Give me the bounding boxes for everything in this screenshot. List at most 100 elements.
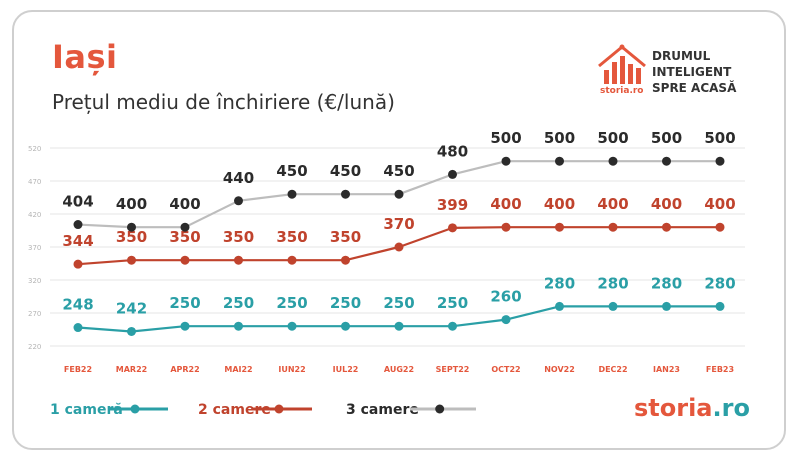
legend-label: 1 cameră <box>50 402 123 418</box>
data-point <box>448 169 457 179</box>
y-tick-label: 270 <box>28 310 41 318</box>
data-point <box>341 189 350 199</box>
x-tick-label: APR22 <box>170 365 199 374</box>
data-point <box>73 323 83 333</box>
slogan-line: INTELIGENT <box>652 65 732 79</box>
data-label: 280 <box>544 274 575 292</box>
data-point <box>662 222 671 232</box>
data-point <box>555 222 564 232</box>
brand-slogan: DRUMUL INTELIGENT SPRE ACASĂ <box>652 48 736 96</box>
data-label: 500 <box>490 129 521 147</box>
data-label: 250 <box>276 294 307 312</box>
data-point <box>608 222 618 232</box>
data-label: 500 <box>651 129 682 147</box>
data-label: 480 <box>437 142 468 160</box>
data-point <box>287 189 297 199</box>
data-label: 450 <box>330 162 361 180</box>
x-tick-label: MAR22 <box>116 365 147 374</box>
y-tick-label: 370 <box>28 244 41 252</box>
slogan-line: DRUMUL <box>652 49 711 63</box>
data-point <box>180 222 190 232</box>
storia-name: storia <box>634 394 713 422</box>
data-point <box>448 223 457 233</box>
data-point <box>555 156 564 166</box>
data-label: 500 <box>544 129 575 147</box>
data-label: 450 <box>383 162 414 180</box>
data-point <box>394 189 404 199</box>
data-point <box>234 196 243 206</box>
data-point <box>127 255 136 265</box>
data-point <box>287 321 297 331</box>
storia-logo: storia.ro <box>634 394 750 422</box>
data-point <box>501 315 511 325</box>
data-label: 450 <box>276 162 307 180</box>
x-tick-label: FEB22 <box>64 365 92 374</box>
data-label: 250 <box>330 294 361 312</box>
data-point <box>662 156 671 166</box>
x-tick-label: DEC22 <box>598 365 627 374</box>
data-label: 242 <box>116 299 147 317</box>
data-label: 400 <box>704 195 735 213</box>
data-label: 280 <box>597 274 628 292</box>
data-point <box>180 321 190 331</box>
data-point <box>73 220 83 230</box>
data-point <box>394 242 404 252</box>
data-label: 400 <box>169 195 200 213</box>
x-tick-label: NOV22 <box>544 365 575 374</box>
data-point <box>608 301 618 311</box>
data-label: 400 <box>490 195 521 213</box>
data-label: 500 <box>597 129 628 147</box>
data-label: 400 <box>116 195 147 213</box>
y-tick-label: 420 <box>28 211 41 219</box>
data-label: 350 <box>169 228 200 246</box>
data-point <box>127 326 136 336</box>
data-label: 250 <box>169 294 200 312</box>
data-label: 399 <box>437 196 468 214</box>
data-point <box>715 222 725 232</box>
data-label: 260 <box>490 288 521 306</box>
data-point <box>127 222 136 232</box>
x-tick-label: AUG22 <box>384 365 414 374</box>
data-point <box>715 301 725 311</box>
data-point <box>287 255 297 265</box>
data-label: 350 <box>276 228 307 246</box>
data-point <box>341 321 350 331</box>
legend-label: 2 camere <box>198 402 271 418</box>
x-tick-label: MAI22 <box>224 365 252 374</box>
data-point <box>501 156 511 166</box>
data-point <box>501 222 511 232</box>
data-label: 500 <box>704 129 735 147</box>
data-label: 248 <box>62 296 93 314</box>
x-tick-label: OCT22 <box>491 365 520 374</box>
data-label: 370 <box>383 215 414 233</box>
brand-tag: storia.ro <box>600 86 644 96</box>
data-point <box>662 301 671 311</box>
y-tick-label: 220 <box>28 343 41 351</box>
data-label: 350 <box>223 228 254 246</box>
data-label: 280 <box>704 274 735 292</box>
data-label: 400 <box>651 195 682 213</box>
data-label: 404 <box>62 193 93 211</box>
storia-tld: .ro <box>712 394 750 422</box>
y-tick-label: 470 <box>28 178 41 186</box>
data-label: 280 <box>651 274 682 292</box>
legend-marker <box>435 404 445 414</box>
data-point <box>715 156 725 166</box>
data-label: 350 <box>330 228 361 246</box>
slogan-line: SPRE ACASĂ <box>652 81 737 95</box>
x-tick-label: IAN23 <box>653 365 680 374</box>
y-tick-label: 320 <box>28 277 41 285</box>
legend-label: 3 camere <box>346 402 419 418</box>
data-label: 344 <box>62 232 93 250</box>
data-point <box>180 255 190 265</box>
data-label: 400 <box>597 195 628 213</box>
data-point <box>608 156 618 166</box>
x-tick-label: IUN22 <box>278 365 305 374</box>
legend-marker <box>130 404 140 414</box>
data-label: 350 <box>116 228 147 246</box>
data-point <box>394 321 404 331</box>
data-point <box>341 255 350 265</box>
city-title: Iași <box>52 38 118 76</box>
data-point <box>448 321 457 331</box>
